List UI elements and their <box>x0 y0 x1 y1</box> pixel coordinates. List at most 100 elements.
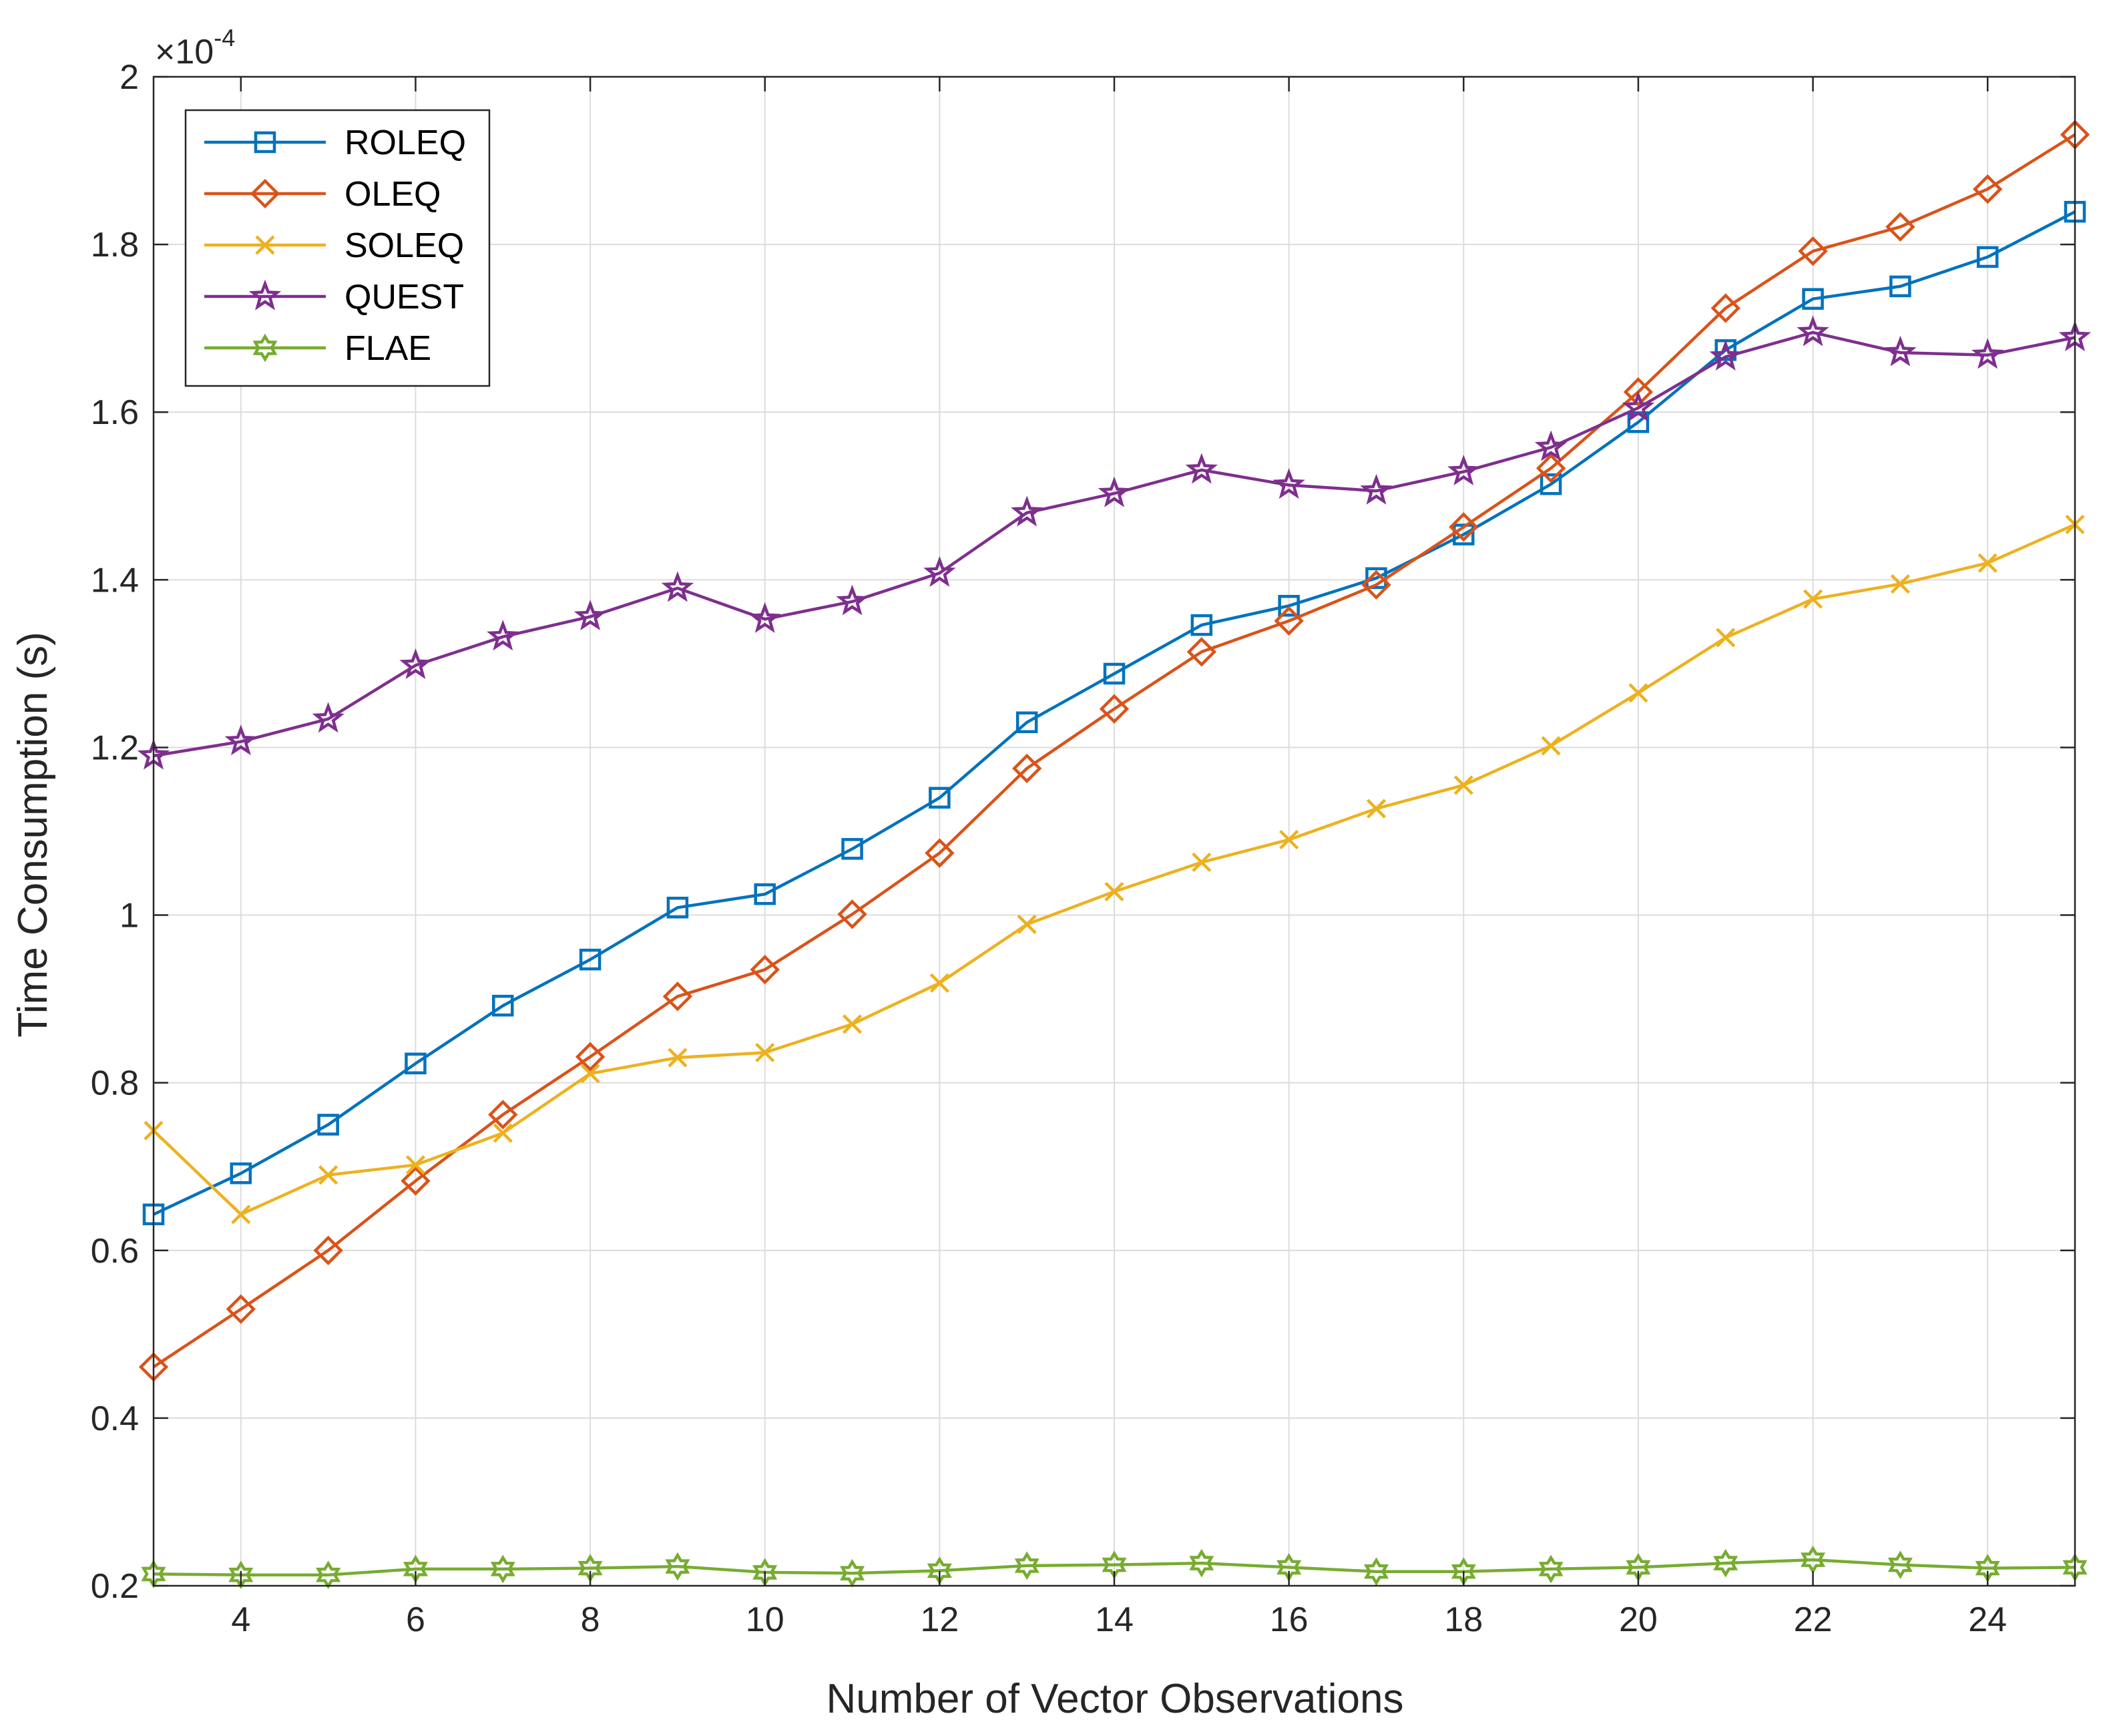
data-point-quest <box>312 702 344 733</box>
data-point-quest <box>1272 468 1305 499</box>
data-point-oleq <box>1186 637 1217 667</box>
y-tick-label: 0.6 <box>91 1232 139 1271</box>
data-point-oleq <box>1710 293 1740 323</box>
data-point-oleq <box>226 1294 256 1324</box>
data-point-soleq <box>1017 914 1037 934</box>
data-point-soleq <box>1716 628 1736 648</box>
data-point-flae <box>1363 1557 1389 1586</box>
data-point-soleq <box>1628 683 1648 703</box>
legend-marker-quest <box>248 279 282 310</box>
data-point-soleq <box>1541 736 1561 756</box>
axis-exponent-base: ×10 <box>155 33 214 71</box>
y-tick-label: 2 <box>120 58 139 97</box>
data-point-roleq <box>1103 662 1126 685</box>
data-point-oleq <box>750 954 780 985</box>
data-point-oleq <box>575 1042 606 1072</box>
data-point-quest <box>224 724 258 756</box>
axis-exponent-power: -4 <box>214 24 235 51</box>
data-point-flae <box>1014 1551 1039 1580</box>
x-tick-label: 20 <box>1619 1600 1658 1639</box>
data-point-oleq <box>401 1166 431 1196</box>
data-point-roleq <box>1802 288 1824 310</box>
legend-entry-oleq: OLEQ <box>204 175 441 214</box>
legend-label-flae: FLAE <box>344 329 431 368</box>
data-point-soleq <box>668 1048 688 1068</box>
data-point-flae <box>1887 1550 1913 1579</box>
series-soleq <box>144 514 2085 1225</box>
axes: 4 6 8 10 12 14 16 18 20 22 24 0.2 0.4 0.6 0.8 1 1.2 1.4 1.… <box>91 58 2076 1639</box>
data-point-soleq <box>929 973 949 993</box>
y-tick-label: 1.2 <box>91 728 139 767</box>
data-point-quest <box>487 620 519 651</box>
data-point-oleq <box>1972 174 2003 204</box>
data-point-oleq <box>925 838 955 868</box>
series-group <box>137 120 2092 1590</box>
data-point-flae <box>665 1552 690 1581</box>
data-point-flae <box>490 1554 515 1584</box>
axis-labels: Number of Vector Observations Time Consu… <box>10 24 1403 1722</box>
data-point-roleq <box>1976 246 1999 268</box>
legend-label-quest: QUEST <box>344 278 464 316</box>
data-point-flae <box>840 1558 865 1588</box>
y-tick-label: 1 <box>120 897 139 935</box>
x-tick-label: 10 <box>746 1600 784 1639</box>
data-point-soleq <box>318 1165 338 1185</box>
legend-entry-flae: FLAE <box>204 329 431 368</box>
data-point-oleq <box>1361 570 1391 600</box>
data-point-oleq <box>488 1100 518 1130</box>
data-point-quest <box>1534 430 1568 461</box>
data-point-soleq <box>405 1155 426 1175</box>
data-point-oleq <box>1536 453 1566 483</box>
legend: ROLEQ OLEQ SOLEQ QUEST FLAE <box>184 109 491 387</box>
data-point-quest <box>1098 476 1131 507</box>
data-point-quest <box>1709 340 1742 371</box>
axis-exponent: ×10-4 <box>155 24 235 71</box>
y-tick-label: 0.4 <box>91 1399 139 1438</box>
data-point-quest <box>836 584 869 616</box>
data-point-quest <box>573 600 607 631</box>
data-point-soleq <box>1104 881 1124 901</box>
data-point-oleq <box>1798 236 1828 266</box>
data-point-quest <box>1447 455 1480 485</box>
y-tick-label: 1.8 <box>91 226 139 264</box>
data-point-soleq <box>1977 553 1998 573</box>
data-point-oleq <box>1885 212 1915 242</box>
data-point-soleq <box>1279 829 1299 850</box>
data-point-oleq <box>1274 606 1304 636</box>
y-tick-label: 0.8 <box>91 1064 139 1103</box>
y-tick-label: 1.4 <box>91 561 139 600</box>
series-line-flae <box>153 1558 2076 1576</box>
data-point-soleq <box>231 1205 251 1225</box>
legend-label-soleq: SOLEQ <box>344 226 464 265</box>
data-point-roleq <box>1015 711 1038 734</box>
x-tick-label: 16 <box>1270 1600 1309 1639</box>
x-tick-label: 14 <box>1095 1600 1134 1639</box>
data-point-quest <box>748 602 781 633</box>
x-tick-label: 8 <box>581 1600 600 1639</box>
data-point-soleq <box>1366 799 1387 819</box>
x-tick-label: 6 <box>406 1600 425 1639</box>
data-point-roleq <box>405 1052 427 1075</box>
data-point-quest <box>1622 391 1655 422</box>
data-point-soleq <box>1453 775 1473 795</box>
x-tick-label: 4 <box>231 1600 250 1639</box>
data-point-oleq <box>313 1235 343 1265</box>
legend-marker-oleq <box>250 178 280 209</box>
data-point-roleq <box>317 1114 339 1136</box>
legend-label-roleq: ROLEQ <box>344 124 466 162</box>
data-point-soleq <box>1803 589 1823 609</box>
series-oleq <box>138 120 2090 1382</box>
data-point-quest <box>399 648 432 679</box>
data-point-oleq <box>1449 512 1479 542</box>
data-point-quest <box>661 571 694 602</box>
y-axis-label: Time Consumption (s) <box>10 632 56 1038</box>
data-point-soleq <box>755 1042 775 1063</box>
legend-entry-roleq: ROLEQ <box>204 124 466 162</box>
data-point-oleq <box>1099 694 1130 724</box>
legend-label-oleq: OLEQ <box>344 175 441 214</box>
x-axis-label: Number of Vector Observations <box>827 1676 1404 1722</box>
data-point-roleq <box>929 787 951 809</box>
y-tick-label: 0.2 <box>91 1567 139 1606</box>
legend-marker-roleq <box>254 131 276 154</box>
data-point-quest <box>923 556 956 587</box>
